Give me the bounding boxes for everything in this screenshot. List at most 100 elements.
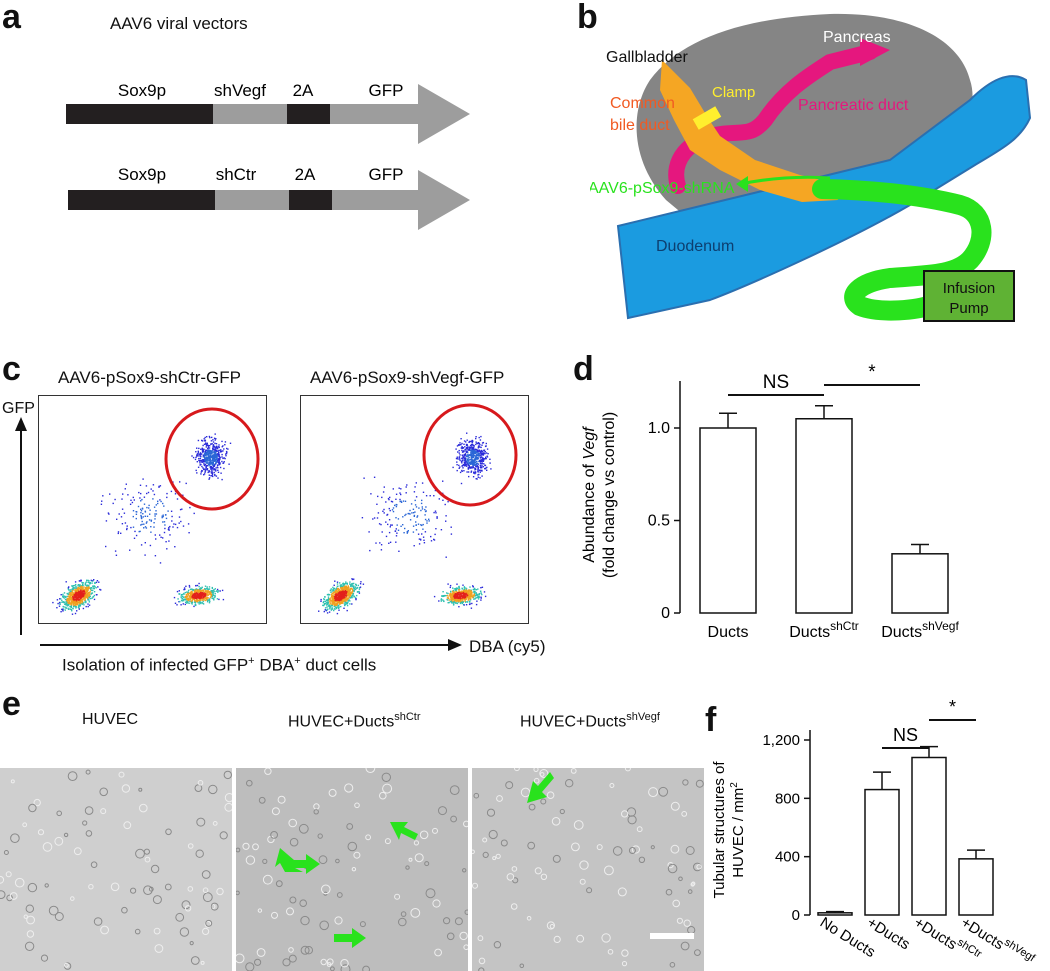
- cell: [438, 806, 447, 816]
- event-dot: [464, 446, 466, 448]
- event-dot: [483, 463, 485, 465]
- event-dot: [202, 461, 204, 463]
- event-dot: [171, 520, 173, 522]
- event-dot: [83, 595, 85, 597]
- event-dot: [148, 504, 150, 507]
- cell: [676, 917, 683, 924]
- event-dot: [348, 589, 350, 591]
- event-dot: [74, 600, 76, 602]
- event-dot: [447, 583, 449, 585]
- event-dot: [209, 592, 212, 594]
- event-dot: [208, 477, 211, 479]
- y-tick-label: 0: [661, 605, 670, 622]
- event-dot: [184, 603, 186, 606]
- event-dot: [480, 599, 482, 601]
- cell: [691, 881, 696, 886]
- event-dot: [215, 449, 218, 451]
- event-dot: [94, 582, 96, 584]
- event-dot: [212, 589, 215, 592]
- event-dot: [470, 470, 473, 472]
- event-dot: [327, 597, 330, 600]
- event-dot: [205, 449, 207, 451]
- cell: [526, 916, 532, 921]
- event-dot: [479, 446, 481, 448]
- event-dot: [484, 458, 487, 460]
- event-dot: [461, 465, 464, 467]
- event-dot: [76, 591, 79, 594]
- event-dot: [60, 611, 62, 613]
- event-dot: [205, 590, 207, 592]
- event-dot: [469, 600, 471, 603]
- event-dot: [74, 599, 76, 601]
- event-dot: [144, 515, 146, 517]
- cell: [270, 831, 278, 839]
- event-dot: [88, 582, 90, 584]
- image-title: HUVEC+DuctsshVegf: [520, 711, 660, 731]
- event-dot: [456, 583, 458, 585]
- event-dot: [400, 501, 403, 503]
- event-dot: [194, 601, 196, 603]
- event-dot: [212, 455, 215, 458]
- event-dot: [154, 555, 157, 557]
- event-dot: [336, 595, 338, 598]
- event-dot: [89, 591, 91, 593]
- label-duodenum: Duodenum: [656, 238, 734, 255]
- cell: [153, 927, 161, 935]
- event-dot: [442, 595, 444, 597]
- event-dot: [461, 460, 464, 462]
- event-dot: [203, 463, 205, 465]
- event-dot: [333, 603, 335, 605]
- event-dot: [395, 493, 398, 495]
- event-dot: [93, 586, 95, 588]
- cell: [204, 920, 212, 928]
- event-dot: [459, 600, 461, 603]
- cell: [678, 876, 683, 882]
- event-dot: [344, 603, 346, 606]
- event-dot: [194, 603, 197, 605]
- event-dot: [114, 498, 116, 501]
- event-dot: [84, 596, 86, 598]
- event-dot: [214, 450, 217, 453]
- event-dot: [329, 603, 331, 605]
- event-dot: [75, 604, 77, 606]
- cell: [64, 962, 69, 968]
- event-dot: [211, 460, 214, 462]
- event-dot: [465, 598, 467, 600]
- promoter-segment: [66, 104, 213, 124]
- event-dot: [121, 523, 124, 525]
- cell: [264, 768, 272, 775]
- cell: [573, 820, 584, 830]
- event-dot: [482, 458, 484, 461]
- event-dot: [185, 593, 187, 596]
- event-dot: [206, 587, 208, 590]
- event-dot: [469, 592, 472, 594]
- event-dot: [470, 449, 472, 451]
- event-dot: [448, 595, 450, 597]
- event-dot: [218, 459, 221, 461]
- event-dot: [386, 513, 389, 516]
- event-dot: [481, 454, 483, 456]
- event-dot: [343, 592, 345, 595]
- event-dot: [214, 447, 216, 449]
- event-dot: [186, 602, 188, 604]
- event-dot: [470, 447, 472, 449]
- event-dot: [471, 440, 473, 442]
- event-dot: [216, 456, 218, 458]
- event-dot: [198, 459, 200, 462]
- event-dot: [127, 494, 129, 496]
- event-dot: [213, 599, 215, 601]
- event-dot: [207, 451, 210, 453]
- event-dot: [331, 603, 333, 606]
- event-dot: [447, 602, 449, 604]
- cell: [519, 963, 525, 969]
- event-dot: [199, 599, 201, 601]
- event-dot: [198, 591, 200, 593]
- event-dot: [157, 500, 159, 502]
- event-dot: [214, 460, 216, 462]
- event-dot: [457, 601, 459, 603]
- event-dot: [343, 590, 345, 593]
- plot-frame: [38, 395, 267, 624]
- event-dot: [209, 458, 211, 460]
- event-dot: [204, 585, 207, 587]
- event-dot: [341, 595, 344, 597]
